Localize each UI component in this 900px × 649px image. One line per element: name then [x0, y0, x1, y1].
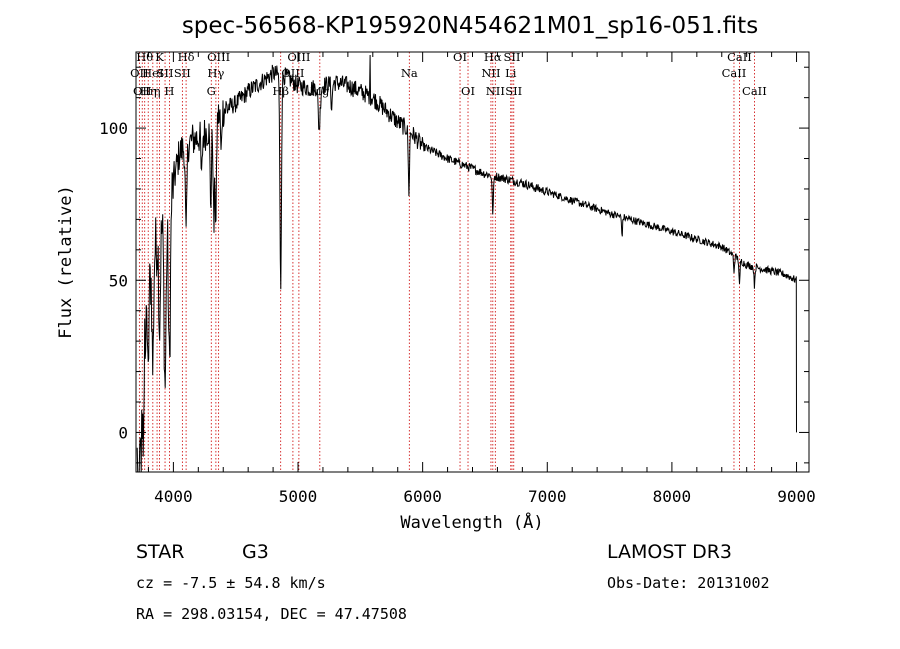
spectral-line-label: G: [207, 84, 216, 98]
x-tick-label: 9000: [777, 487, 816, 506]
spectral-line-label: Na: [401, 66, 418, 80]
observation-date: Obs-Date: 20131002: [607, 574, 770, 592]
y-axis-label: Flux (relative): [56, 185, 76, 339]
spectral-line-label: Hθ: [136, 50, 153, 64]
x-tick-label: 7000: [528, 487, 567, 506]
spectral-line-label: SII: [504, 50, 521, 64]
spectral-line-label: Li: [505, 66, 517, 80]
object-subclass: G3: [242, 541, 269, 563]
spectral-line-label: H: [164, 84, 174, 98]
spectral-line-label: OI: [453, 50, 467, 64]
spectral-line-label: SII: [174, 66, 191, 80]
x-tick-label: 6000: [403, 487, 442, 506]
spectral-line-label: Hδ: [178, 50, 195, 64]
spectral-line-labels: OIIOIIHθHηHeIηKSIIHHδSIIGHγOIIIHβOIIIOII…: [130, 50, 767, 98]
spectral-line-label: CaII: [742, 84, 767, 98]
spectral-line-label: OI: [461, 84, 475, 98]
redshift-velocity: cz = -7.5 ± 54.8 km/s: [136, 574, 326, 592]
y-tick-label: 100: [99, 119, 128, 138]
x-tick-label: 5000: [279, 487, 318, 506]
axis-tick-labels: 4000 5000 6000 7000 8000 9000 0 50 100: [99, 119, 816, 506]
y-tick-label: 0: [118, 423, 128, 442]
spectral-line-label: K: [155, 50, 164, 64]
spectral-line-label: SII: [157, 66, 174, 80]
y-tick-label: 50: [109, 271, 128, 290]
chart-title: spec-56568-KP195920N454621M01_sp16-051.f…: [182, 13, 758, 39]
spectral-line-label: NII: [486, 84, 505, 98]
spectral-line-label: CaII: [722, 66, 747, 80]
spectral-line-label: OIII: [207, 50, 230, 64]
spectral-line-label: Hγ: [207, 66, 224, 80]
spectrum-layer: [136, 54, 797, 473]
spectral-line-label: OIII: [287, 50, 310, 64]
spectral-line-label: HeI: [142, 66, 163, 80]
plot-frame: [135, 51, 810, 473]
x-axis-label: Wavelength (Å): [400, 511, 543, 533]
spectrum-series-line: [136, 54, 797, 473]
spectral-line-label: Hη: [140, 84, 157, 98]
spectral-line-label: CaII: [727, 50, 752, 64]
survey-name: LAMOST DR3: [607, 541, 732, 563]
spectral-line-markers: [138, 52, 755, 472]
x-tick-label: 4000: [154, 487, 193, 506]
spectral-line-label: η: [154, 84, 161, 98]
spectral-line-label: OII: [133, 84, 152, 98]
spectral-line-label: NII: [481, 66, 500, 80]
sky-coordinates: RA = 298.03154, DEC = 47.47508: [136, 605, 407, 623]
x-tick-label: 8000: [653, 487, 692, 506]
spectral-line-label: Hβ: [272, 84, 289, 98]
axis-ticks: [136, 52, 809, 472]
object-class: STAR: [136, 541, 184, 563]
spectral-line-label: SII: [505, 84, 522, 98]
spectral-line-label: OII: [130, 66, 149, 80]
